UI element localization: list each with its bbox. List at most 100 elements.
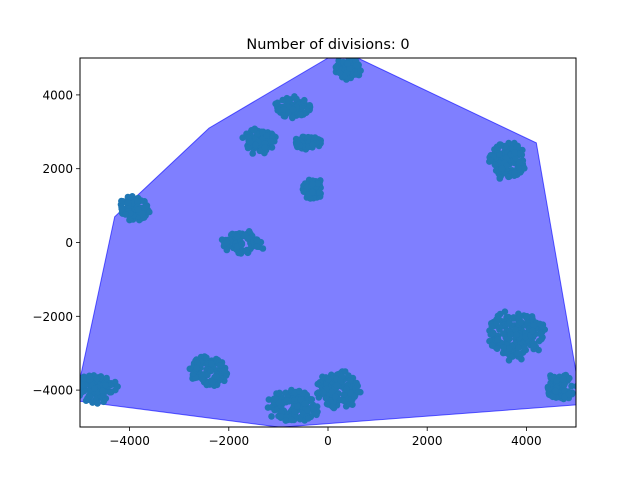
scatter-point	[510, 314, 517, 321]
scatter-cluster	[486, 308, 548, 364]
scatter-point	[80, 389, 85, 396]
scatter-point	[91, 385, 98, 392]
scatter-point	[537, 330, 544, 338]
scatter-point	[250, 126, 258, 134]
scatter-cluster	[218, 228, 267, 257]
scatter-point	[238, 241, 246, 248]
scatter-cluster	[264, 386, 321, 424]
scatter-point	[500, 330, 507, 338]
scatter-point	[514, 350, 522, 358]
scatter-point	[274, 99, 281, 107]
scatter-point	[99, 387, 106, 395]
scatter-point	[308, 396, 316, 403]
scatter-point	[513, 143, 521, 151]
scatter-cluster	[239, 125, 279, 157]
scatter-cluster	[544, 371, 576, 403]
x-tick-label: 0	[324, 434, 332, 448]
scatter-point	[127, 194, 134, 201]
y-tick-label: 2000	[42, 162, 73, 176]
scatter-point	[357, 67, 364, 74]
scatter-point	[343, 385, 350, 393]
scatter-point	[496, 151, 504, 158]
scatter-point	[244, 235, 251, 242]
scatter-point	[304, 406, 311, 414]
scatter-cluster	[486, 139, 528, 182]
scatter-point	[203, 354, 210, 362]
scatter-point	[573, 382, 576, 390]
scatter-point	[142, 203, 149, 211]
scatter-point	[304, 133, 312, 141]
scatter-point	[332, 393, 339, 400]
scatter-point	[323, 400, 331, 408]
scatter-point	[488, 323, 496, 331]
scatter-point	[253, 237, 261, 244]
scatter-point	[333, 382, 341, 389]
scatter-point	[319, 388, 327, 396]
scatter-point	[522, 333, 529, 341]
scatter-point	[267, 138, 275, 145]
scatter-point	[86, 372, 93, 380]
scatter-point	[271, 395, 279, 403]
scatter-point	[311, 134, 319, 141]
scatter-point	[268, 413, 275, 420]
scatter-point	[244, 144, 252, 152]
scatter-cluster	[117, 193, 153, 224]
scatter-point	[295, 387, 303, 395]
scatter-point	[80, 381, 86, 389]
scatter-point	[354, 382, 362, 390]
scatter-point	[223, 238, 231, 246]
scatter-point	[494, 336, 501, 344]
scatter-point	[523, 313, 531, 320]
scatter-point	[530, 342, 537, 350]
scatter-point	[566, 374, 573, 382]
scatter-point	[513, 331, 520, 339]
scatter-cluster	[314, 368, 364, 412]
scatter-point	[517, 319, 524, 326]
scatter-point	[106, 389, 114, 396]
scatter-point	[354, 388, 362, 396]
scatter-point	[521, 165, 528, 172]
y-tick-label: −4000	[32, 384, 73, 398]
scatter-point	[300, 188, 308, 195]
scatter-cluster	[186, 353, 231, 390]
scatter-point	[216, 362, 224, 369]
scatter-point	[502, 154, 510, 162]
y-tick-label: 4000	[42, 88, 73, 102]
scatter-point	[288, 416, 296, 424]
scatter-point	[280, 106, 288, 113]
scatter-point	[492, 167, 500, 174]
scatter-point	[279, 96, 287, 104]
scatter-point	[521, 344, 528, 352]
scatter-point	[552, 387, 559, 395]
scatter-point	[138, 210, 146, 218]
scatter-point	[252, 141, 259, 149]
scatter-point	[207, 367, 215, 375]
scatter-point	[208, 378, 216, 386]
scatter-point	[332, 63, 340, 71]
scatter-point	[346, 377, 354, 384]
scatter-point	[118, 205, 125, 213]
scatter-point	[261, 144, 269, 151]
scatter-point	[212, 373, 220, 381]
scatter-point	[489, 329, 497, 337]
scatter-point	[517, 150, 524, 157]
scatter-point	[324, 375, 332, 383]
scatter-point	[506, 319, 513, 327]
scatter-cluster	[272, 93, 314, 122]
scatter-point	[503, 162, 511, 170]
scatter-point	[505, 173, 512, 181]
scatter-point	[511, 169, 518, 177]
scatter-point	[289, 114, 296, 122]
scatter-point	[277, 413, 284, 420]
scatter-point	[282, 417, 290, 424]
scatter-point	[291, 408, 299, 415]
scatter-point	[500, 344, 508, 351]
scatter-point	[242, 247, 250, 255]
scatter-cluster	[292, 133, 325, 153]
scatter-point	[134, 198, 141, 205]
scatter-point	[340, 391, 348, 399]
scatter-point	[505, 357, 513, 364]
scatter-point	[528, 313, 536, 320]
scatter-point	[275, 106, 283, 114]
y-tick-label: −2000	[32, 310, 73, 324]
